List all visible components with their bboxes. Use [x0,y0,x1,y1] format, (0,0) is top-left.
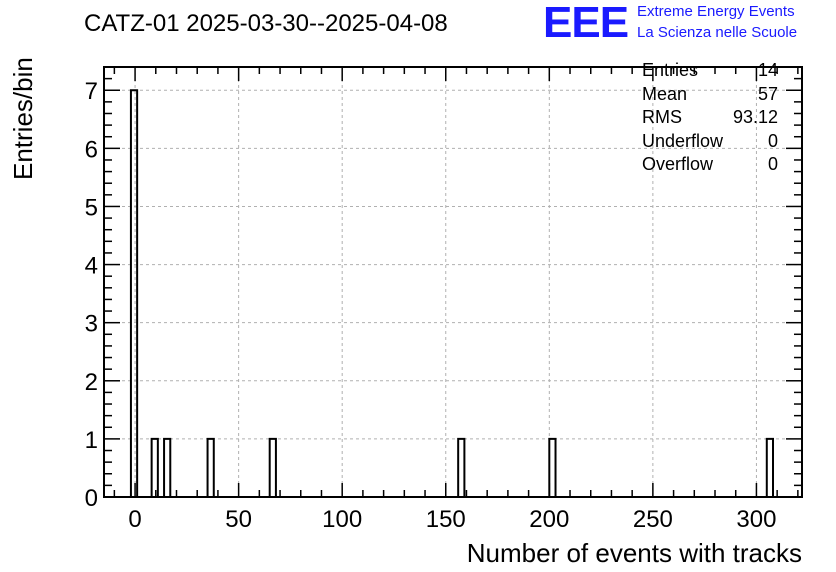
stat-label: Overflow [642,154,714,174]
x-tick-label: 200 [529,506,569,533]
stat-value: 0 [767,130,778,151]
x-tick-label: 150 [426,506,466,533]
grid-lines [104,67,802,497]
x-tick-label: 0 [128,506,141,533]
plot-frame [103,66,803,498]
histogram-bar [129,89,139,497]
y-tick-label: 6 [85,136,98,163]
histogram-bar [268,437,277,497]
x-tick-label: 50 [225,506,252,533]
y-tick-label: 1 [85,427,98,454]
x-tick-label: 300 [736,506,776,533]
y-tick-label: 5 [85,194,98,221]
stat-value: 14 [757,60,778,80]
y-tick-label: 4 [85,253,98,280]
y-axis-label: Entries/bin [8,57,38,180]
stat-rms: RMS 93.12 [642,107,778,131]
x-axis-label: Number of events with tracks [466,538,802,568]
stat-value: 0 [767,154,778,174]
axis-ticks [104,66,802,498]
histogram-bar [548,437,557,497]
eee-logo: EEE [543,0,629,47]
stat-value: 93.12 [732,107,778,127]
y-tick-label: 2 [85,369,98,396]
histogram-bar [206,437,215,497]
histogram-bar [150,437,159,497]
histogram-bars [129,89,775,497]
histogram-bar [457,437,466,497]
stat-overflow: Overflow 0 [642,154,778,178]
stat-label: Mean [642,83,688,104]
tick-labels: 0 50 100 150 200 250 300 0 1 2 3 4 5 6 7 [85,78,777,533]
chart-title: CATZ-01 2025-03-30--2025-04-08 [84,10,448,37]
y-tick-label: 0 [85,485,98,512]
logo-subtitle-line2: La Scienza nelle Scuole [637,24,798,41]
stat-label: RMS [642,107,682,127]
histogram-bar [765,437,775,497]
stat-value: 57 [757,83,778,104]
stat-label: Entries [642,60,699,80]
x-tick-label: 100 [322,506,362,533]
stat-entries: Entries 14 [642,60,778,84]
y-tick-label: 7 [85,78,98,105]
y-tick-label: 3 [85,311,98,338]
x-tick-label: 250 [633,506,673,533]
stat-mean: Mean 57 [642,84,778,108]
stats-box: Entries 14 Mean 57 RMS 93.12 Underflow 0… [642,60,778,178]
histogram-bar [163,437,172,497]
logo-subtitle-line1: Extreme Energy Events [637,3,795,20]
stat-label: Underflow [642,130,724,151]
stat-underflow: Underflow 0 [642,131,778,155]
